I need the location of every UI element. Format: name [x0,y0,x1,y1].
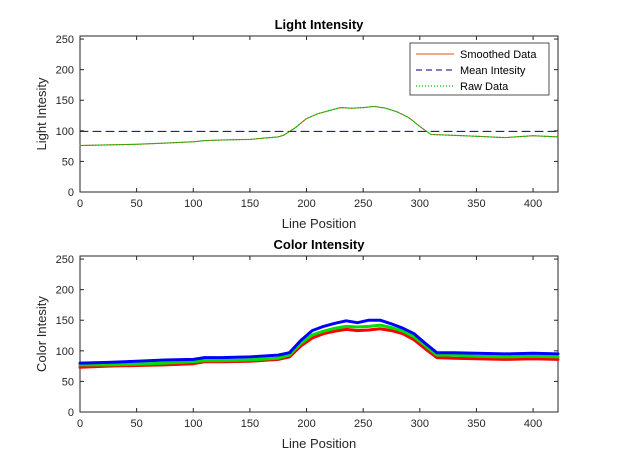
x-tick-label: 50 [131,418,143,430]
x-tick-label: 300 [411,418,429,430]
legend-label-mean: Mean Intesity [460,65,526,77]
x-tick-label: 350 [467,418,485,430]
x-axis-label: Line Position [282,216,356,231]
series-line-channel-2 [78,323,560,367]
y-axis-label: Color Intesity [34,296,49,372]
legend: Smoothed Data Mean Intesity Raw Data [409,42,550,96]
x-tick-label: 350 [467,198,485,210]
y-tick-label: 150 [56,315,74,327]
y-tick-label: 250 [56,34,74,46]
series-line-raw-data [79,105,559,147]
axis-ticks: 0 50 100 150 200 250 300 350 400 0 50 100 150 200 250 [56,254,558,430]
chart-marks [79,105,559,147]
x-tick-label: 300 [411,198,429,210]
y-axis-label: Light Intesity [34,77,49,150]
y-tick-label: 250 [56,254,74,266]
x-tick-label: 250 [354,418,372,430]
x-tick-label: 400 [524,198,542,210]
y-tick-label: 100 [56,346,74,358]
y-tick-label: 0 [68,187,74,199]
x-tick-label: 150 [241,198,259,210]
axes-light-intensity: 0 50 100 150 200 250 300 350 400050100150200250 … [34,17,559,231]
x-tick-label: 200 [297,198,315,210]
legend-box [409,42,550,96]
x-tick-label: 200 [297,418,315,430]
y-tick-label: 150 [56,95,74,107]
x-tick-label: 0 [77,418,83,430]
x-tick-label: 100 [184,198,202,210]
chart-title: Color Intensity [273,237,365,252]
y-tick-label: 0 [68,407,74,419]
series-line-channel-1 [78,327,560,369]
x-tick-label: 50 [131,198,143,210]
legend-label-smoothed: Smoothed Data [460,49,537,61]
y-tick-label: 100 [56,126,74,138]
y-tick-label: 50 [62,156,74,168]
x-axis-label: Line Position [282,436,356,451]
y-tick-label: 50 [62,376,74,388]
x-tick-label: 400 [524,418,542,430]
x-tick-label: 150 [241,418,259,430]
y-tick-label: 200 [56,65,74,77]
legend-label-raw: Raw Data [460,81,509,93]
axis-ticks: 0 50 100 150 200 250 300 350 400 0 50 100 150 200 250 [56,34,558,210]
x-tick-label: 0 [77,198,83,210]
x-tick-label: 100 [184,418,202,430]
x-tick-label: 250 [354,198,372,210]
axes-color-intensity: 0 50 100 150 200 250 300 350 400050100150200250 … [34,237,560,451]
chart-marks [78,318,560,369]
series-line-channel-3 [78,318,560,365]
y-tick-label: 200 [56,285,74,297]
chart-title: Light Intensity [275,17,365,32]
